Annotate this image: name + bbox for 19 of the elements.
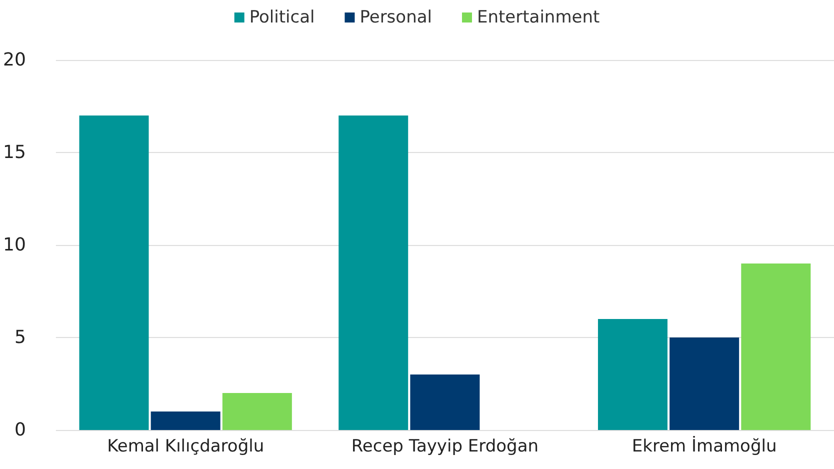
x-tick-label: Ekrem İmamoğlu [632, 436, 777, 456]
bar [410, 374, 480, 430]
bar [150, 412, 220, 430]
y-tick-label: 20 [3, 50, 26, 70]
y-tick-label: 0 [14, 420, 26, 440]
y-tick-label: 5 [14, 327, 26, 348]
y-tick-label: 10 [3, 234, 26, 256]
x-tick-label: Recep Tayyip Erdoğan [351, 436, 539, 456]
bar [598, 319, 668, 430]
legend-label: Political [249, 8, 315, 28]
bar [338, 116, 408, 430]
bar [222, 393, 292, 430]
x-tick-label: Kemal Kılıçdaroğlu [107, 436, 264, 456]
legend-label: Personal [360, 8, 432, 28]
bar [670, 338, 740, 430]
legend-label: Entertainment [476, 8, 600, 28]
y-tick-label: 15 [3, 142, 26, 163]
bar [79, 116, 149, 430]
bar [741, 264, 811, 430]
